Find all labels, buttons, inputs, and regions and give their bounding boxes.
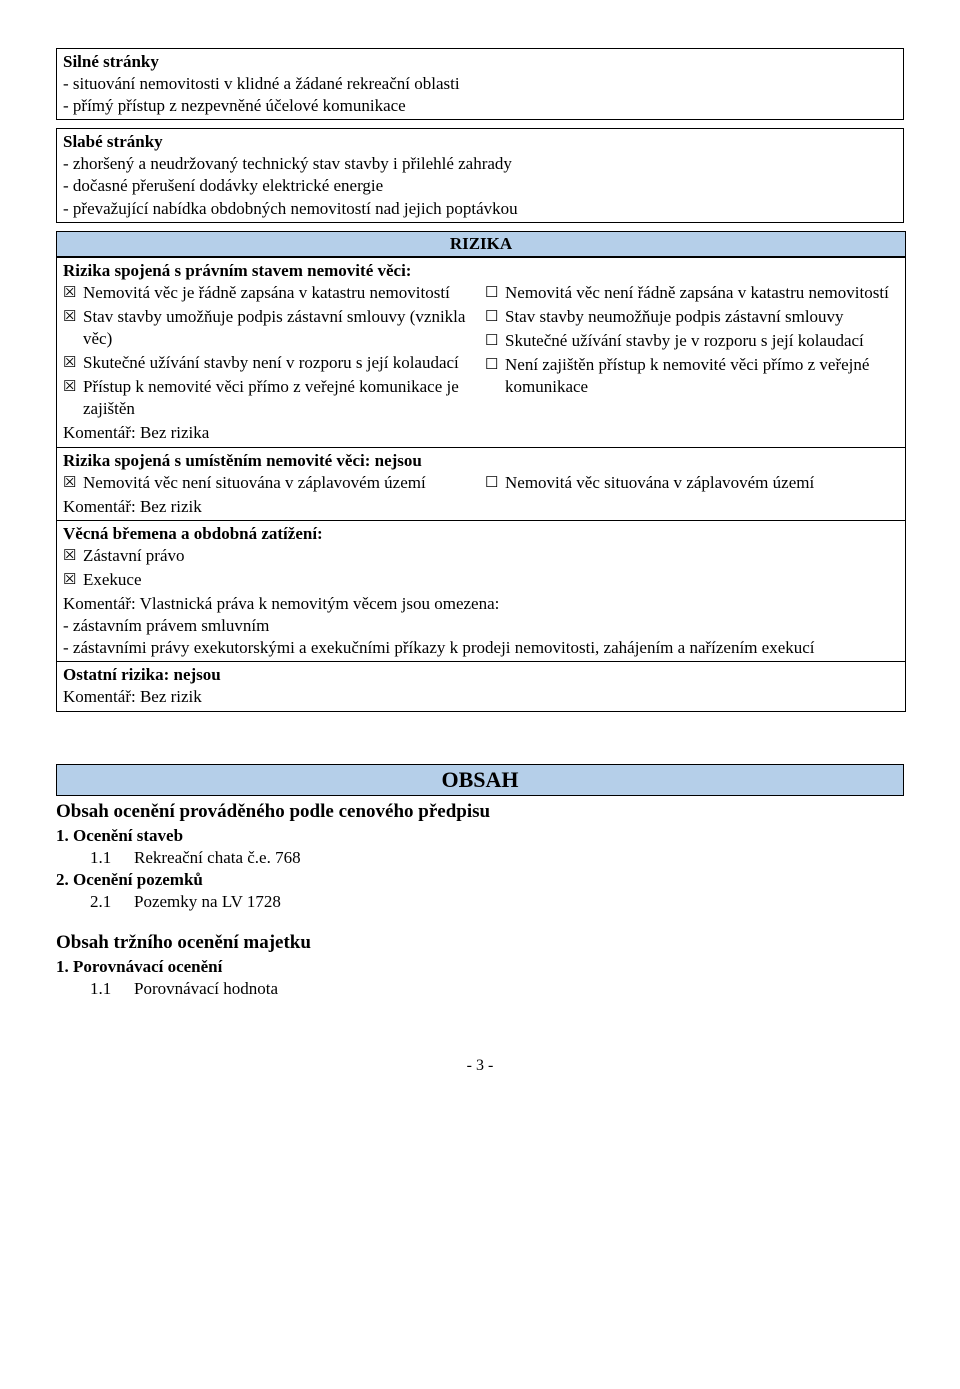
list-item: ☐Skutečné užívání stavby je v rozporu s …: [485, 330, 899, 352]
risk-section-title: Věcná břemena a obdobná zatížení:: [63, 523, 899, 545]
contents-item: 1.1Porovnávací hodnota: [56, 978, 904, 1000]
contents-header: OBSAH: [56, 764, 904, 797]
unchecked-icon: ☐: [485, 354, 505, 374]
weak-points-list: zhoršený a neudržovaný technický stav st…: [63, 153, 897, 219]
list-item: zhoršený a neudržovaný technický stav st…: [63, 153, 897, 175]
risks-header: RIZIKA: [57, 232, 905, 257]
strong-points-box: Silné stránky situování nemovitosti v kl…: [56, 48, 904, 120]
list-item: ☐Stav stavby neumožňuje podpis zástavní …: [485, 306, 899, 328]
list-item: ☒Nemovitá věc není situována v záplavové…: [63, 472, 477, 494]
risk-comment: - zástavními právy exekutorskými a exeku…: [63, 637, 899, 659]
contents-subheading: Obsah tržního ocenění majetku: [56, 931, 904, 956]
list-item: ☒Stav stavby umožňuje podpis zástavní sm…: [63, 306, 477, 350]
checked-icon: ☒: [63, 282, 83, 302]
page-number: - 3 -: [56, 1056, 904, 1077]
unchecked-icon: ☐: [485, 306, 505, 326]
checked-icon: ☒: [63, 376, 83, 396]
checked-icon: ☒: [63, 545, 83, 565]
contents-item-num: 1.1: [90, 978, 134, 1000]
contents-item-num: 2.1: [90, 891, 134, 913]
contents-group: 1. Ocenění staveb 1.1Rekreační chata č.e…: [56, 825, 904, 913]
list-item: ☒Nemovitá věc je řádně zapsána v katastr…: [63, 282, 477, 304]
risk-right-list: ☐Nemovitá věc není řádně zapsána v katas…: [485, 282, 899, 423]
contents-group-title: 2. Ocenění pozemků: [56, 869, 904, 891]
risk-section-legal: Rizika spojená s právním stavem nemovité…: [57, 257, 905, 447]
contents-group-title: 1. Porovnávací ocenění: [56, 956, 904, 978]
unchecked-icon: ☐: [485, 330, 505, 350]
checked-icon: ☒: [63, 569, 83, 589]
risk-left-list: ☒Nemovitá věc je řádně zapsána v katastr…: [63, 282, 477, 423]
unchecked-icon: ☐: [485, 282, 505, 302]
list-item: ☒Zástavní právo: [63, 545, 899, 567]
risk-section-other: Ostatní rizika: nejsou Komentář: Bez riz…: [57, 661, 905, 710]
list-item: přímý přístup z nezpevněné účelové komun…: [63, 95, 897, 117]
strong-points-title: Silné stránky: [63, 51, 897, 73]
checked-icon: ☒: [63, 306, 83, 326]
list-item: ☐Nemovitá věc není řádně zapsána v katas…: [485, 282, 899, 304]
contents-item-text: Porovnávací hodnota: [134, 979, 278, 998]
contents-subheading: Obsah ocenění prováděného podle cenového…: [56, 800, 904, 825]
contents-item-text: Pozemky na LV 1728: [134, 892, 281, 911]
risk-section-title: Rizika spojená s umístěním nemovité věci…: [63, 450, 899, 472]
risk-right-list: ☐Nemovitá věc situována v záplavovém úze…: [485, 472, 899, 496]
checked-icon: ☒: [63, 472, 83, 492]
list-item: dočasné přerušení dodávky elektrické ene…: [63, 175, 897, 197]
list-item: ☒Exekuce: [63, 569, 899, 591]
list-item: ☒Skutečné užívání stavby není v rozporu …: [63, 352, 477, 374]
risk-section-location: Rizika spojená s umístěním nemovité věci…: [57, 447, 905, 520]
risk-comment: Komentář: Bez rizik: [63, 496, 899, 518]
list-item: ☐Nemovitá věc situována v záplavovém úze…: [485, 472, 899, 494]
contents-group-title: 1. Ocenění staveb: [56, 825, 904, 847]
risk-section-liens: Věcná břemena a obdobná zatížení: ☒Zásta…: [57, 520, 905, 662]
weak-points-title: Slabé stránky: [63, 131, 897, 153]
contents-item: 2.1Pozemky na LV 1728: [56, 891, 904, 913]
risks-table: RIZIKA Rizika spojená s právním stavem n…: [56, 231, 906, 712]
checked-icon: ☒: [63, 352, 83, 372]
risk-comment: Komentář: Vlastnická práva k nemovitým v…: [63, 593, 899, 615]
list-item: ☐Není zajištěn přístup k nemovité věci p…: [485, 354, 899, 398]
list-item: situování nemovitosti v klidné a žádané …: [63, 73, 897, 95]
risk-comment: Komentář: Bez rizika: [63, 422, 899, 444]
contents-item-num: 1.1: [90, 847, 134, 869]
weak-points-box: Slabé stránky zhoršený a neudržovaný tec…: [56, 128, 904, 222]
list-item: ☒Přístup k nemovité věci přímo z veřejné…: [63, 376, 477, 420]
contents-group: 1. Porovnávací ocenění 1.1Porovnávací ho…: [56, 956, 904, 1000]
contents-item: 1.1Rekreační chata č.e. 768: [56, 847, 904, 869]
unchecked-icon: ☐: [485, 472, 505, 492]
risk-section-title: Rizika spojená s právním stavem nemovité…: [63, 260, 899, 282]
risk-section-title: Ostatní rizika: nejsou: [63, 664, 899, 686]
contents-item-text: Rekreační chata č.e. 768: [134, 848, 301, 867]
strong-points-list: situování nemovitosti v klidné a žádané …: [63, 73, 897, 117]
risk-comment: - zástavním právem smluvním: [63, 615, 899, 637]
risk-comment: Komentář: Bez rizik: [63, 686, 899, 708]
list-item: převažující nabídka obdobných nemovitost…: [63, 198, 897, 220]
risk-left-list: ☒Zástavní právo ☒Exekuce: [63, 545, 899, 591]
risk-left-list: ☒Nemovitá věc není situována v záplavové…: [63, 472, 477, 496]
